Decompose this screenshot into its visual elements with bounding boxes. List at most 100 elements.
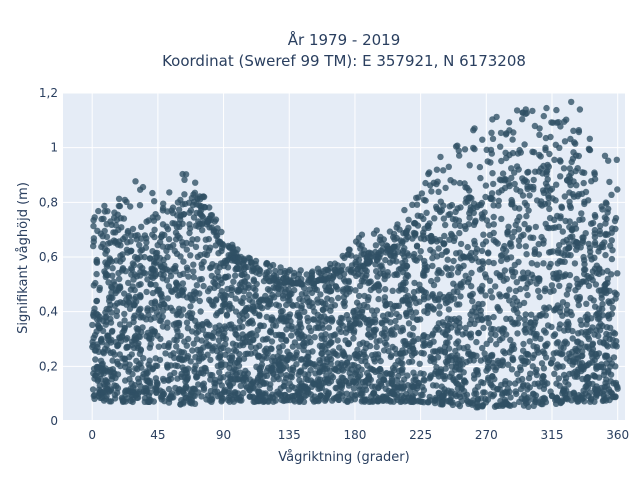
data-point <box>358 390 365 397</box>
data-point <box>275 344 283 351</box>
data-point <box>602 281 609 288</box>
data-point <box>116 351 124 358</box>
data-point <box>540 394 548 402</box>
data-point <box>289 343 296 350</box>
data-point <box>550 274 557 281</box>
data-point <box>190 214 198 221</box>
data-point <box>515 226 522 233</box>
data-point <box>279 332 286 340</box>
data-point <box>98 361 106 368</box>
data-point <box>554 302 561 309</box>
data-point <box>461 146 469 153</box>
data-point <box>301 339 308 346</box>
data-point <box>474 383 482 390</box>
data-point <box>242 367 249 375</box>
y-axis-label: Signifikant våghöjd (m) <box>16 182 31 334</box>
data-point <box>572 140 579 147</box>
data-point <box>561 258 568 265</box>
data-point <box>135 378 143 386</box>
data-point <box>232 295 239 302</box>
data-point <box>227 383 234 390</box>
data-point <box>214 282 222 289</box>
data-point <box>478 379 485 386</box>
data-point <box>530 234 537 241</box>
data-point <box>514 370 521 377</box>
data-point <box>191 317 199 325</box>
data-point <box>333 385 340 392</box>
data-point <box>94 316 101 323</box>
data-point <box>515 237 523 244</box>
data-point <box>462 329 470 337</box>
data-point <box>298 380 305 387</box>
data-point <box>570 127 577 134</box>
data-point <box>516 314 523 322</box>
data-point <box>151 198 158 205</box>
data-point <box>222 274 230 281</box>
data-point <box>324 295 331 302</box>
data-point <box>572 225 580 232</box>
data-point <box>218 228 225 236</box>
data-point <box>241 278 249 285</box>
data-point <box>546 205 553 213</box>
data-point <box>213 232 220 240</box>
data-point <box>275 356 282 364</box>
data-point <box>402 294 409 301</box>
data-point <box>588 178 595 185</box>
data-point <box>454 142 461 149</box>
data-point <box>593 365 600 372</box>
data-point <box>183 376 190 383</box>
data-point <box>538 400 545 408</box>
data-point <box>485 249 492 256</box>
data-point <box>430 249 437 256</box>
data-point <box>90 238 98 245</box>
data-point <box>311 381 318 388</box>
data-point <box>584 272 591 280</box>
data-point <box>176 223 183 231</box>
data-point <box>511 204 519 211</box>
data-point <box>249 393 256 400</box>
data-point <box>311 334 318 341</box>
data-point <box>107 398 115 405</box>
data-point <box>474 395 482 403</box>
data-point <box>522 110 529 118</box>
data-point <box>574 165 581 172</box>
data-point <box>516 242 523 250</box>
data-point <box>462 324 469 332</box>
data-point <box>510 401 518 408</box>
data-point <box>372 368 379 375</box>
data-point <box>173 281 181 289</box>
data-point <box>127 248 134 255</box>
data-point <box>126 366 133 373</box>
data-point <box>383 301 390 309</box>
data-point <box>442 264 450 271</box>
data-point <box>268 316 276 323</box>
data-point <box>599 364 607 371</box>
data-point <box>596 265 603 272</box>
data-point <box>596 227 603 235</box>
data-point <box>301 363 308 370</box>
data-point <box>156 238 164 246</box>
data-point <box>174 232 181 239</box>
data-point <box>356 383 363 390</box>
data-point <box>325 342 332 349</box>
data-point <box>471 219 479 226</box>
data-point <box>208 224 215 231</box>
data-point <box>167 375 175 382</box>
data-point <box>536 131 543 138</box>
data-point <box>589 268 597 275</box>
data-point <box>428 188 435 195</box>
data-point <box>105 240 112 247</box>
data-point <box>90 217 97 224</box>
data-point <box>547 260 554 268</box>
data-point <box>257 267 264 274</box>
data-point <box>106 337 113 344</box>
data-point <box>124 239 131 246</box>
data-point <box>501 242 508 250</box>
data-point <box>483 315 490 322</box>
data-point <box>187 252 194 259</box>
data-point <box>589 341 596 348</box>
data-point <box>171 336 178 344</box>
data-point <box>536 151 543 159</box>
data-point <box>152 362 159 369</box>
data-point <box>562 390 569 397</box>
